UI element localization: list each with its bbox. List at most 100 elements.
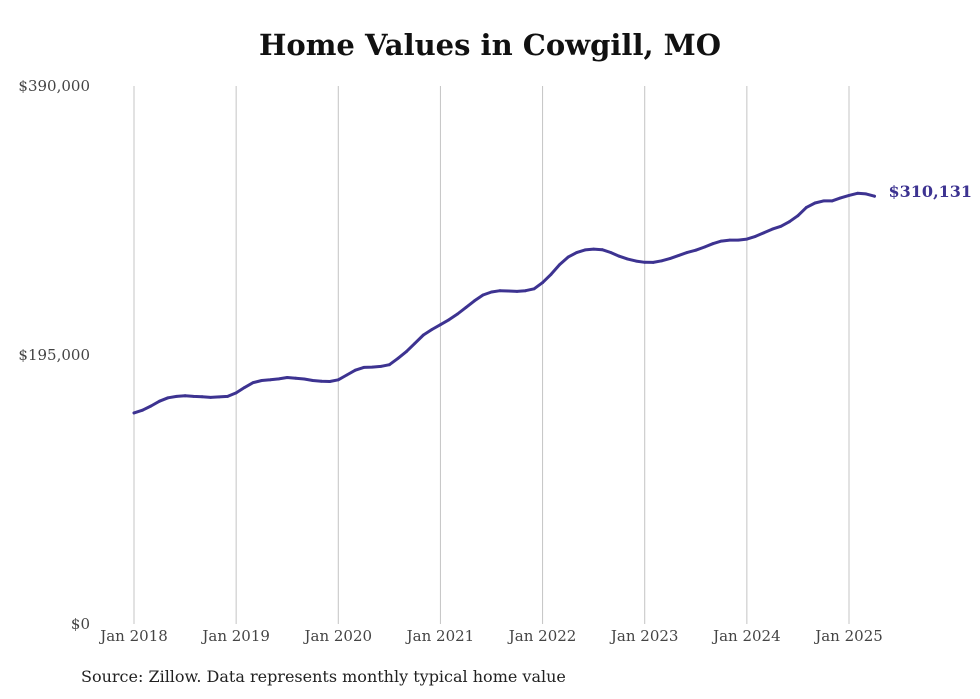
data-point [141,408,144,412]
data-point [200,395,204,399]
data-point [268,378,272,382]
grid-layer [133,86,850,624]
data-point [702,245,706,249]
data-point [856,191,859,195]
x-tick-label: Jan 2021 [405,627,475,645]
y-tick-label: $195,000 [18,346,90,364]
data-point [413,341,417,345]
data-point [532,287,536,291]
data-point [277,377,281,381]
data-point [575,251,578,255]
data-point [762,231,766,235]
data-point [456,312,459,316]
data-point [660,259,664,263]
data-point [685,251,689,254]
data-point [498,289,502,293]
data-point [745,237,749,241]
data-point [209,396,213,399]
series-layer: $310,131 [132,182,973,415]
y-tick-label: $390,000 [18,77,90,95]
data-point [175,395,179,398]
data-point [379,365,383,368]
data-point [728,238,732,242]
x-tick-label: Jan 2023 [609,627,679,645]
end-value-label: $310,131 [889,182,973,201]
x-tick-label: Jan 2022 [507,627,577,645]
data-point [830,199,834,203]
data-point [464,306,468,309]
data-point [719,239,723,243]
x-axis: Jan 2018 Jan 2019 Jan 2020 Jan 2021 Jan 2022… [98,627,883,645]
data-point [319,379,323,383]
data-point [405,350,408,353]
data-point [217,395,221,399]
data-point [490,290,493,294]
x-tick-label: Jan 2019 [200,627,270,645]
data-point [736,238,740,242]
data-point [396,357,400,360]
data-point [524,289,527,293]
source-note: Source: Zillow. Data represents monthly … [81,667,566,686]
data-point [388,363,391,367]
data-point [839,196,842,200]
data-point [558,263,561,266]
data-point [651,261,655,264]
data-point [541,281,544,284]
data-point [192,395,196,398]
data-point [294,376,298,380]
data-point [677,254,681,257]
y-tick-label: $0 [71,615,90,633]
data-point [447,318,451,322]
data-point [694,248,698,252]
data-point [430,328,434,331]
data-point [668,257,672,260]
data-point [166,396,170,400]
data-point [626,257,630,261]
data-point [813,201,817,205]
y-axis: $0 $195,000 $390,000 [18,77,90,633]
data-point [158,399,161,403]
data-point [822,199,825,203]
x-tick-label: Jan 2025 [813,627,883,645]
data-point [634,259,638,263]
data-point [439,323,442,327]
data-point [353,368,357,372]
data-point [328,380,332,383]
data-point [583,248,587,252]
x-tick-label: Jan 2024 [711,627,781,645]
data-point [473,299,476,303]
data-point [779,224,783,228]
data-point [183,394,187,398]
data-point [285,376,289,379]
data-point [336,378,340,382]
data-point [370,365,374,369]
data-point [643,260,647,264]
data-point [711,242,715,246]
data-point [132,411,136,415]
data-point [243,386,247,389]
series-line [132,191,876,415]
data-point [617,254,621,258]
data-point [549,272,553,276]
data-point [226,395,230,398]
data-point [507,289,510,293]
data-point [566,255,570,259]
x-tick-label: Jan 2018 [98,627,168,645]
data-point [864,192,868,196]
data-point [847,194,851,197]
data-point [788,220,791,224]
data-point [362,366,366,369]
data-point [754,235,757,238]
data-point [515,290,519,293]
data-point [311,379,315,382]
data-point [481,293,485,297]
data-point [422,333,425,337]
data-point [149,404,153,408]
data-point [251,381,255,384]
data-point [771,227,774,231]
data-point [302,377,306,381]
data-point [345,373,349,377]
data-point [260,379,264,382]
data-point [873,194,876,198]
